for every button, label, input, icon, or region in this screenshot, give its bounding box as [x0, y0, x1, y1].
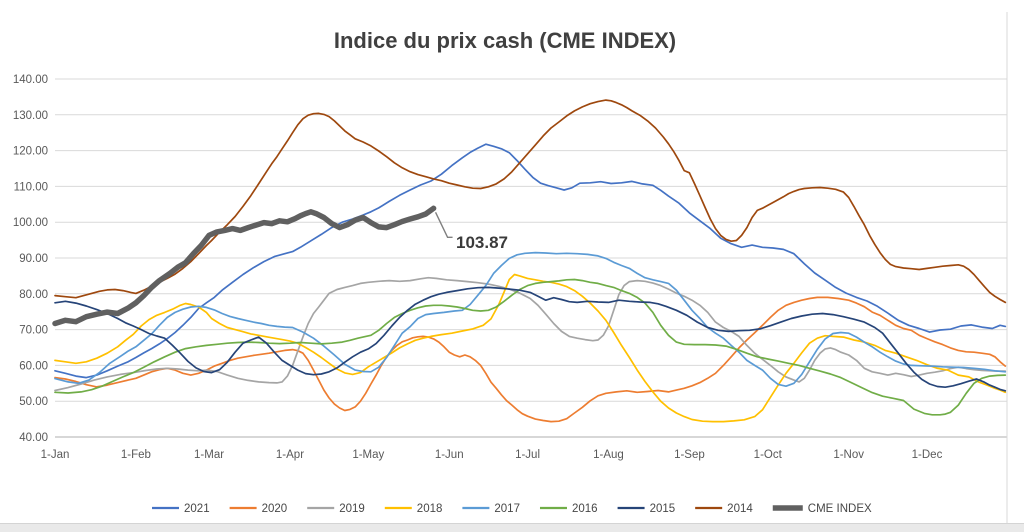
- legend-label: 2021: [184, 503, 210, 515]
- legend-label: 2020: [262, 503, 288, 515]
- legend-item-2015[interactable]: 2015: [617, 503, 676, 515]
- legend-item-2019[interactable]: 2019: [307, 503, 365, 515]
- x-tick-label-1-Feb: 1-Feb: [121, 449, 151, 461]
- annotation-layer: 103.87: [434, 212, 508, 252]
- series-line-2015: [54, 286, 1007, 392]
- chart-legend: 2021 2020 2019 2018 2017 2016 2015 2014 CME INDE…: [152, 503, 872, 515]
- legend-item-2020[interactable]: 2020: [229, 503, 288, 515]
- y-tick-label: 90.00: [19, 253, 48, 265]
- series-line-2021: [54, 143, 1007, 379]
- x-tick-label-1-Jun: 1-Jun: [435, 449, 464, 461]
- y-tick-label: 70.00: [19, 325, 48, 337]
- x-tick-label-1-Jul: 1-Jul: [515, 449, 540, 461]
- series-line-2017: [54, 251, 1007, 388]
- series-line-2014: [54, 99, 1007, 304]
- x-tick-label-1-Apr: 1-Apr: [276, 449, 304, 461]
- x-tick-label-1-Mar: 1-Mar: [194, 449, 224, 461]
- series-line-cme-index: [52, 205, 437, 327]
- legend-label: 2017: [494, 503, 520, 515]
- y-tick-label: 130.00: [13, 110, 48, 122]
- legend-label: 2019: [339, 503, 365, 515]
- x-tick-label-1-Oct: 1-Oct: [754, 449, 783, 461]
- legend-label: 2014: [727, 503, 753, 515]
- legend-item-cme-index[interactable]: CME INDEX: [772, 503, 872, 515]
- series-line-2018: [54, 273, 1007, 423]
- y-tick-label: 110.00: [14, 181, 48, 193]
- x-tick-label-1-Dec: 1-Dec: [912, 449, 943, 461]
- gridlines: [55, 78, 1007, 402]
- y-tick-label: 50.00: [19, 396, 48, 408]
- y-tick-label: 80.00: [19, 289, 48, 301]
- legend-label: 2016: [572, 503, 598, 515]
- y-tick-label: 120.00: [13, 146, 48, 158]
- chart-title: Indice du prix cash (CME INDEX): [334, 28, 676, 53]
- x-tick-label-1-Jan: 1-Jan: [41, 449, 70, 461]
- axes: 40.00 50.00 60.00 70.00 80.00 90.00 100.00 110.…: [13, 12, 1008, 523]
- legend-label: CME INDEX: [808, 503, 872, 515]
- annotation-leader-line: [434, 212, 453, 239]
- y-tick-label: 140.00: [13, 74, 48, 86]
- legend-item-2016[interactable]: 2016: [539, 503, 598, 515]
- legend-label: 2015: [650, 503, 676, 515]
- series-line-2020: [54, 296, 1007, 423]
- legend-label: 2018: [417, 503, 443, 515]
- annotation-value: 103.87: [456, 233, 508, 252]
- series-lines: [52, 99, 1007, 423]
- y-tick-label: 60.00: [19, 360, 48, 372]
- status-strip: [0, 523, 1024, 532]
- x-tick-label-1-May: 1-May: [352, 449, 384, 461]
- legend-item-2014[interactable]: 2014: [695, 503, 753, 515]
- legend-item-2017[interactable]: 2017: [462, 503, 520, 515]
- legend-item-2021[interactable]: 2021: [152, 503, 210, 515]
- series-line-2019: [54, 276, 1007, 392]
- x-tick-label-1-Aug: 1-Aug: [593, 449, 624, 461]
- x-tick-label-1-Sep: 1-Sep: [674, 449, 705, 461]
- y-tick-label: 40.00: [19, 432, 48, 444]
- x-tick-label-1-Nov: 1-Nov: [833, 449, 864, 461]
- legend-item-2018[interactable]: 2018: [384, 503, 443, 515]
- y-tick-label: 100.00: [13, 217, 48, 229]
